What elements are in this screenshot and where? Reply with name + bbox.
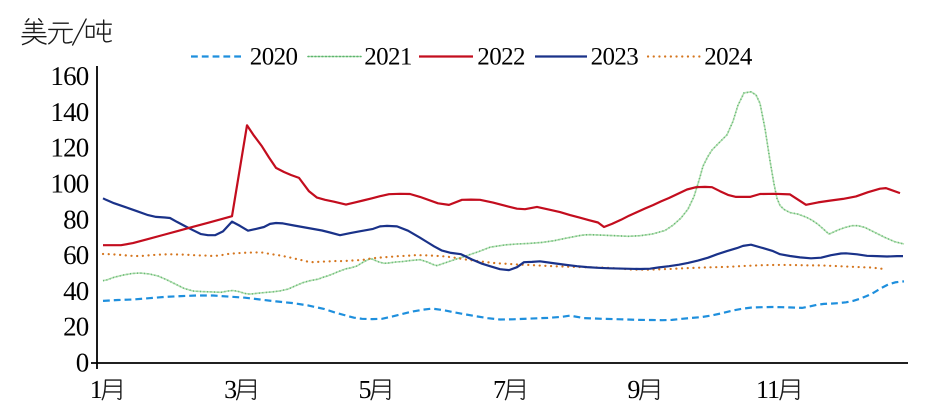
svg-text:5: 5 (359, 375, 371, 404)
svg-text:80: 80 (63, 204, 89, 234)
svg-text:100: 100 (50, 169, 88, 199)
svg-text:9: 9 (627, 375, 639, 404)
svg-text:2023: 2023 (591, 44, 639, 71)
svg-text:2022: 2022 (477, 44, 525, 71)
svg-text:140: 140 (50, 97, 88, 127)
svg-text:160: 160 (50, 61, 88, 91)
svg-text:2021: 2021 (364, 44, 412, 71)
svg-text:7: 7 (493, 375, 506, 404)
svg-text:11: 11 (756, 375, 779, 404)
svg-text:3: 3 (224, 375, 236, 404)
svg-text:40: 40 (63, 276, 89, 306)
svg-text:60: 60 (63, 240, 89, 270)
svg-text:0: 0 (76, 348, 89, 378)
svg-text:120: 120 (50, 133, 88, 163)
svg-text:1: 1 (90, 375, 102, 404)
svg-text:2020: 2020 (250, 44, 298, 71)
svg-text:2024: 2024 (704, 44, 753, 71)
svg-text:20: 20 (63, 312, 89, 342)
